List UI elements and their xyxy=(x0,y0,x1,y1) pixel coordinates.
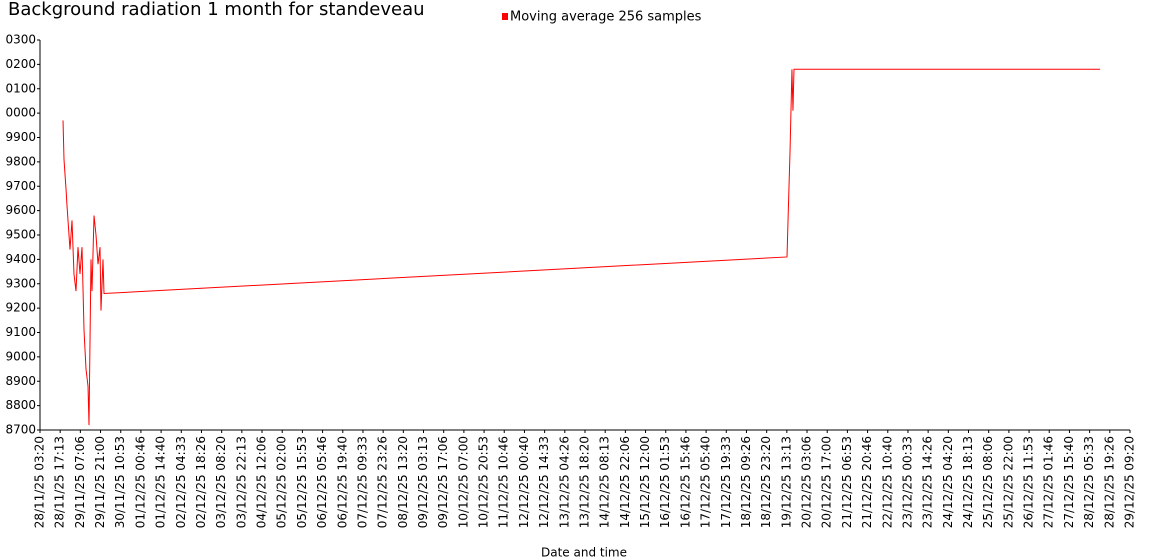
x-tick-label: 25/12/25 08:06 xyxy=(981,436,995,528)
x-tick-label: 28/12/25 05:33 xyxy=(1082,436,1096,528)
legend-swatch xyxy=(502,13,508,20)
x-tick-label: 29/11/25 21:00 xyxy=(93,436,107,528)
x-tick-label: 22/12/25 10:40 xyxy=(880,436,894,528)
x-tick-label: 07/12/25 23:26 xyxy=(376,436,390,528)
x-tick-label: 09/12/25 03:13 xyxy=(416,436,430,528)
y-tick-label: 0200 xyxy=(5,57,36,71)
x-tick-label: 05/12/25 15:53 xyxy=(295,436,309,528)
x-tick-label: 06/12/25 19:40 xyxy=(335,436,349,528)
data-line xyxy=(62,68,1101,426)
x-tick-label: 15/12/25 12:00 xyxy=(638,436,652,528)
x-tick-label: 01/12/25 00:46 xyxy=(133,436,147,528)
x-tick-label: 02/12/25 18:26 xyxy=(194,436,208,528)
x-tick-label: 03/12/25 22:13 xyxy=(234,436,248,528)
y-tick-label: 9200 xyxy=(5,301,36,315)
x-tick-label: 13/12/25 18:20 xyxy=(578,436,592,528)
x-tick-label: 29/11/25 07:06 xyxy=(73,436,87,528)
x-tick-label: 14/12/25 08:13 xyxy=(598,436,612,528)
y-tick-label: 9500 xyxy=(5,228,36,242)
x-tick-label: 12/12/25 14:33 xyxy=(537,436,551,528)
x-tick-label: 16/12/25 15:46 xyxy=(678,436,692,528)
x-tick-label: 24/12/25 18:13 xyxy=(961,436,975,528)
x-tick-label: 14/12/25 22:06 xyxy=(618,436,632,528)
x-tick-label: 10/12/25 20:53 xyxy=(477,436,491,528)
y-tick-label: 9900 xyxy=(5,130,36,144)
x-tick-label: 20/12/25 03:06 xyxy=(800,436,814,528)
x-tick-label: 28/11/25 17:13 xyxy=(53,436,67,528)
x-tick-label: 02/12/25 04:33 xyxy=(174,436,188,528)
y-tick-label: 9000 xyxy=(5,349,36,363)
y-tick-label: 9400 xyxy=(5,252,36,266)
x-tick-label: 10/12/25 07:00 xyxy=(456,436,470,528)
x-tick-label: 11/12/25 10:46 xyxy=(497,436,511,528)
x-tick-label: 28/11/25 03:20 xyxy=(33,436,47,528)
x-tick-label: 08/12/25 13:20 xyxy=(396,436,410,528)
x-tick-label: 28/12/25 19:26 xyxy=(1102,436,1116,528)
x-tick-label: 29/12/25 09:20 xyxy=(1123,436,1137,528)
legend-label: Moving average 256 samples xyxy=(510,10,702,25)
x-tick-label: 13/12/25 04:26 xyxy=(557,436,571,528)
x-tick-label: 03/12/25 08:20 xyxy=(214,436,228,528)
y-tick-label: 9700 xyxy=(5,179,36,193)
y-tick-label: 8800 xyxy=(5,398,36,412)
y-tick-label: 9600 xyxy=(5,203,36,217)
x-tick-label: 18/12/25 09:26 xyxy=(739,436,753,528)
x-tick-label: 30/11/25 10:53 xyxy=(113,436,127,528)
y-tick-label: 9100 xyxy=(5,325,36,339)
y-tick-label: 9300 xyxy=(5,276,36,290)
x-tick-label: 18/12/25 23:20 xyxy=(759,436,773,528)
x-tick-label: 21/12/25 20:46 xyxy=(860,436,874,528)
y-tick-label: 8900 xyxy=(5,374,36,388)
x-tick-label: 07/12/25 09:33 xyxy=(355,436,369,528)
x-tick-label: 09/12/25 17:06 xyxy=(436,436,450,528)
y-tick-label: 0000 xyxy=(5,106,36,120)
x-tick-label: 05/12/25 02:00 xyxy=(275,436,289,528)
x-tick-label: 27/12/25 15:40 xyxy=(1062,436,1076,528)
x-tick-label: 17/12/25 19:33 xyxy=(719,436,733,528)
x-tick-label: 16/12/25 01:53 xyxy=(658,436,672,528)
x-tick-label: 17/12/25 05:40 xyxy=(699,436,713,528)
x-tick-label: 27/12/25 01:46 xyxy=(1042,436,1056,528)
x-tick-label: 12/12/25 00:40 xyxy=(517,436,531,528)
y-tick-label: 0100 xyxy=(5,81,36,95)
x-tick-label: 04/12/25 12:06 xyxy=(255,436,269,528)
x-tick-label: 21/12/25 06:53 xyxy=(840,436,854,528)
y-tick-label: 9800 xyxy=(5,154,36,168)
x-tick-label: 25/12/25 22:00 xyxy=(1001,436,1015,528)
x-tick-label: 19/12/25 13:13 xyxy=(779,436,793,528)
x-tick-label: 01/12/25 14:40 xyxy=(154,436,168,528)
y-tick-label: 0300 xyxy=(5,33,36,47)
x-axis-label: Date and time xyxy=(541,546,627,560)
x-tick-label: 06/12/25 05:46 xyxy=(315,436,329,528)
x-tick-label: 26/12/25 11:53 xyxy=(1022,436,1036,528)
x-tick-label: 24/12/25 04:20 xyxy=(941,436,955,528)
chart-title: Background radiation 1 month for standev… xyxy=(8,0,425,20)
x-tick-label: 23/12/25 00:33 xyxy=(900,436,914,528)
y-tick-label: 8700 xyxy=(5,423,36,437)
x-tick-label: 23/12/25 14:26 xyxy=(921,436,935,528)
x-tick-label: 20/12/25 17:00 xyxy=(820,436,834,528)
